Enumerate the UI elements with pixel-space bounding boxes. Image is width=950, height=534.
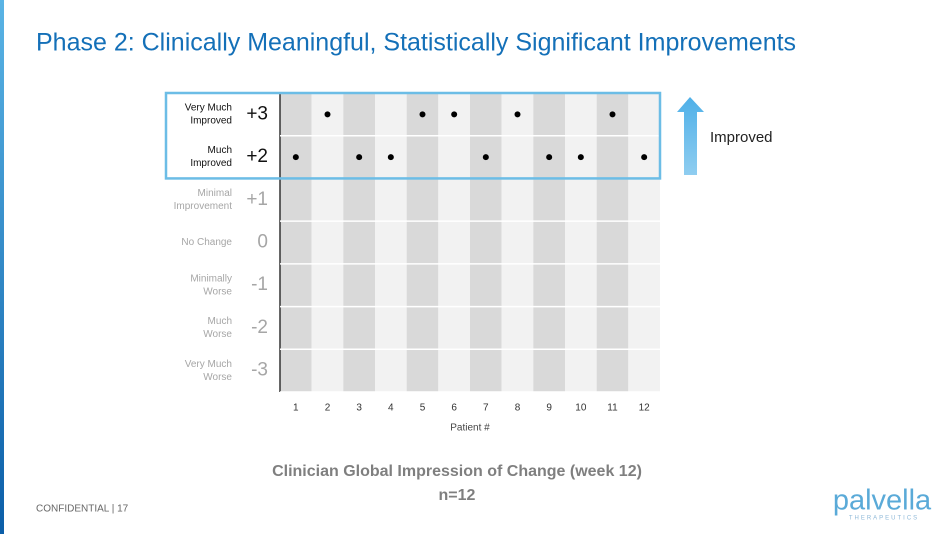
y-tick-description: Improved xyxy=(190,158,232,169)
x-tick-label: 9 xyxy=(546,403,552,414)
dot xyxy=(451,111,458,118)
y-tick-description: Much xyxy=(208,316,232,327)
y-tick-description: No Change xyxy=(181,237,232,248)
y-tick-description: Improved xyxy=(190,115,232,126)
caption-sub: n=12 xyxy=(439,487,476,504)
y-tick-description: Worse xyxy=(203,372,232,383)
caption: Clinician Global Impression of Change (w… xyxy=(272,463,642,480)
y-tick-label: +1 xyxy=(246,189,268,210)
x-tick-label: 2 xyxy=(325,403,331,414)
dot xyxy=(356,154,363,161)
improved-arrow xyxy=(677,97,704,175)
column-band xyxy=(311,93,344,392)
x-tick-label: 3 xyxy=(356,403,362,414)
dot xyxy=(419,111,426,118)
annotation: Improved xyxy=(710,129,773,146)
y-tick-label: +3 xyxy=(246,103,268,124)
dot xyxy=(546,154,553,161)
x-tick-label: 11 xyxy=(607,403,618,414)
column-band xyxy=(375,93,407,392)
y-tick-description: Worse xyxy=(203,286,232,297)
dot xyxy=(641,154,648,161)
dot xyxy=(577,154,584,161)
dot xyxy=(609,111,616,118)
x-tick-label: 4 xyxy=(388,403,394,414)
x-tick-label: 7 xyxy=(483,403,489,414)
dot xyxy=(324,111,331,118)
column-band xyxy=(438,93,470,392)
column-band xyxy=(533,93,565,392)
y-tick-description: Worse xyxy=(203,329,232,340)
column-band xyxy=(596,93,629,392)
y-tick-description: Very Much xyxy=(185,359,232,370)
slide-title: Phase 2: Clinically Meaningful, Statisti… xyxy=(36,29,796,57)
y-tick-label: -2 xyxy=(251,317,268,338)
y-tick-description: Very Much xyxy=(185,102,232,113)
y-tick-description: Much xyxy=(208,145,232,156)
y-tick-description: Minimal xyxy=(198,188,232,199)
x-tick-label: 1 xyxy=(293,403,299,414)
side-stripe xyxy=(0,0,4,534)
dot xyxy=(387,154,394,161)
x-tick-label: 5 xyxy=(420,403,426,414)
column-band xyxy=(343,93,375,392)
dot xyxy=(292,154,299,161)
y-tick-description: Improvement xyxy=(174,201,233,212)
column-band xyxy=(280,93,312,392)
x-tick-label: 6 xyxy=(451,403,457,414)
y-tick-label: -1 xyxy=(251,274,268,295)
x-axis-label: Patient # xyxy=(450,423,490,434)
logo: palvella xyxy=(833,485,932,517)
y-tick-label: -3 xyxy=(251,360,268,381)
column-band xyxy=(406,93,439,392)
plot: +3 Very Much Improved +2 Much Improved +1 Minim… xyxy=(164,91,662,414)
highlight-box xyxy=(164,91,662,180)
x-tick-label: 12 xyxy=(639,403,651,414)
y-tick-label: 0 xyxy=(257,232,268,253)
column-band xyxy=(628,93,660,392)
footer: CONFIDENTIAL | 17 xyxy=(36,504,129,515)
column-band xyxy=(501,93,534,392)
logo-sub: THERAPEUTICS xyxy=(849,516,919,522)
dot xyxy=(514,111,521,118)
x-tick-label: 8 xyxy=(515,403,521,414)
column-band xyxy=(565,93,597,392)
y-tick-label: +2 xyxy=(246,146,268,167)
dot xyxy=(482,154,489,161)
x-tick-label: 10 xyxy=(575,403,587,414)
y-tick-description: Minimally xyxy=(190,273,232,284)
column-band xyxy=(470,93,502,392)
